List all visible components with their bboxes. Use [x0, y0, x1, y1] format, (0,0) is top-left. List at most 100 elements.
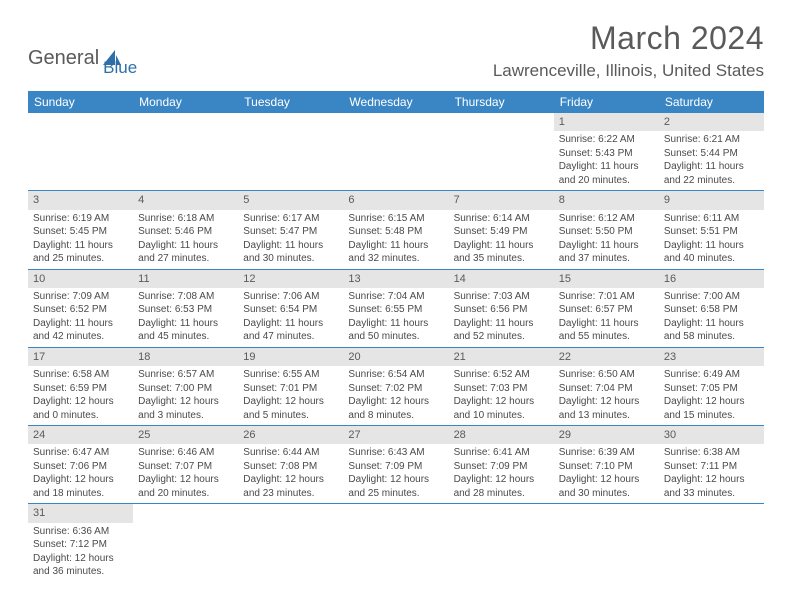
day-number: 13 — [343, 270, 448, 288]
day-number: 29 — [554, 426, 659, 444]
calendar-day-cell: 30Sunrise: 6:38 AMSunset: 7:11 PMDayligh… — [659, 426, 764, 504]
calendar-day-cell: 3Sunrise: 6:19 AMSunset: 5:45 PMDaylight… — [28, 191, 133, 269]
day-details: Sunrise: 6:11 AMSunset: 5:51 PMDaylight:… — [659, 210, 764, 269]
day-details: Sunrise: 7:08 AMSunset: 6:53 PMDaylight:… — [133, 288, 238, 347]
day-number: 9 — [659, 191, 764, 209]
day-number — [238, 504, 343, 522]
day-details: Sunrise: 6:47 AMSunset: 7:06 PMDaylight:… — [28, 444, 133, 503]
calendar-day-cell: 11Sunrise: 7:08 AMSunset: 6:53 PMDayligh… — [133, 269, 238, 347]
calendar-day-cell: 19Sunrise: 6:55 AMSunset: 7:01 PMDayligh… — [238, 347, 343, 425]
calendar-week-row: 3Sunrise: 6:19 AMSunset: 5:45 PMDaylight… — [28, 191, 764, 269]
day-header: Thursday — [449, 91, 554, 113]
day-number — [343, 113, 448, 131]
brand-part2: Blue — [103, 38, 137, 78]
day-number: 15 — [554, 270, 659, 288]
day-number: 19 — [238, 348, 343, 366]
day-number: 3 — [28, 191, 133, 209]
day-details: Sunrise: 6:54 AMSunset: 7:02 PMDaylight:… — [343, 366, 448, 425]
calendar-body: 1Sunrise: 6:22 AMSunset: 5:43 PMDaylight… — [28, 113, 764, 582]
calendar-week-row: 31Sunrise: 6:36 AMSunset: 7:12 PMDayligh… — [28, 504, 764, 582]
calendar-day-cell: 25Sunrise: 6:46 AMSunset: 7:07 PMDayligh… — [133, 426, 238, 504]
day-number: 2 — [659, 113, 764, 131]
day-number — [449, 504, 554, 522]
day-header: Monday — [133, 91, 238, 113]
day-header: Friday — [554, 91, 659, 113]
day-number — [238, 113, 343, 131]
day-number: 10 — [28, 270, 133, 288]
calendar-day-cell — [28, 113, 133, 191]
calendar-day-cell: 6Sunrise: 6:15 AMSunset: 5:48 PMDaylight… — [343, 191, 448, 269]
location-subtitle: Lawrenceville, Illinois, United States — [493, 61, 764, 81]
calendar-day-cell — [343, 113, 448, 191]
day-details: Sunrise: 6:50 AMSunset: 7:04 PMDaylight:… — [554, 366, 659, 425]
calendar-day-cell: 24Sunrise: 6:47 AMSunset: 7:06 PMDayligh… — [28, 426, 133, 504]
day-details: Sunrise: 6:44 AMSunset: 7:08 PMDaylight:… — [238, 444, 343, 503]
day-details: Sunrise: 6:15 AMSunset: 5:48 PMDaylight:… — [343, 210, 448, 269]
calendar-day-cell: 27Sunrise: 6:43 AMSunset: 7:09 PMDayligh… — [343, 426, 448, 504]
day-header: Sunday — [28, 91, 133, 113]
calendar-day-cell — [554, 504, 659, 582]
calendar-day-cell: 20Sunrise: 6:54 AMSunset: 7:02 PMDayligh… — [343, 347, 448, 425]
day-details: Sunrise: 7:06 AMSunset: 6:54 PMDaylight:… — [238, 288, 343, 347]
day-number: 12 — [238, 270, 343, 288]
calendar-day-cell: 29Sunrise: 6:39 AMSunset: 7:10 PMDayligh… — [554, 426, 659, 504]
day-details: Sunrise: 6:57 AMSunset: 7:00 PMDaylight:… — [133, 366, 238, 425]
day-details: Sunrise: 6:22 AMSunset: 5:43 PMDaylight:… — [554, 131, 659, 190]
calendar-day-cell: 4Sunrise: 6:18 AMSunset: 5:46 PMDaylight… — [133, 191, 238, 269]
calendar-day-cell: 15Sunrise: 7:01 AMSunset: 6:57 PMDayligh… — [554, 269, 659, 347]
calendar-week-row: 24Sunrise: 6:47 AMSunset: 7:06 PMDayligh… — [28, 426, 764, 504]
calendar-day-cell: 7Sunrise: 6:14 AMSunset: 5:49 PMDaylight… — [449, 191, 554, 269]
day-number: 23 — [659, 348, 764, 366]
day-details: Sunrise: 7:00 AMSunset: 6:58 PMDaylight:… — [659, 288, 764, 347]
calendar-day-cell — [449, 504, 554, 582]
calendar-week-row: 10Sunrise: 7:09 AMSunset: 6:52 PMDayligh… — [28, 269, 764, 347]
day-number — [659, 504, 764, 522]
day-number: 18 — [133, 348, 238, 366]
day-details: Sunrise: 7:09 AMSunset: 6:52 PMDaylight:… — [28, 288, 133, 347]
calendar-day-cell — [449, 113, 554, 191]
calendar-day-cell: 21Sunrise: 6:52 AMSunset: 7:03 PMDayligh… — [449, 347, 554, 425]
day-number: 26 — [238, 426, 343, 444]
calendar-day-cell: 28Sunrise: 6:41 AMSunset: 7:09 PMDayligh… — [449, 426, 554, 504]
day-number: 30 — [659, 426, 764, 444]
day-details: Sunrise: 6:39 AMSunset: 7:10 PMDaylight:… — [554, 444, 659, 503]
day-number: 11 — [133, 270, 238, 288]
day-details: Sunrise: 6:17 AMSunset: 5:47 PMDaylight:… — [238, 210, 343, 269]
day-details: Sunrise: 6:41 AMSunset: 7:09 PMDaylight:… — [449, 444, 554, 503]
day-number: 22 — [554, 348, 659, 366]
day-number: 4 — [133, 191, 238, 209]
calendar-day-cell: 31Sunrise: 6:36 AMSunset: 7:12 PMDayligh… — [28, 504, 133, 582]
calendar-day-cell: 5Sunrise: 6:17 AMSunset: 5:47 PMDaylight… — [238, 191, 343, 269]
day-number: 14 — [449, 270, 554, 288]
day-details: Sunrise: 7:03 AMSunset: 6:56 PMDaylight:… — [449, 288, 554, 347]
day-number: 6 — [343, 191, 448, 209]
day-number — [28, 113, 133, 131]
day-number: 31 — [28, 504, 133, 522]
day-number: 21 — [449, 348, 554, 366]
day-number — [133, 504, 238, 522]
calendar-day-cell: 12Sunrise: 7:06 AMSunset: 6:54 PMDayligh… — [238, 269, 343, 347]
day-header-row: SundayMondayTuesdayWednesdayThursdayFrid… — [28, 91, 764, 113]
day-number: 20 — [343, 348, 448, 366]
day-number — [343, 504, 448, 522]
calendar-day-cell: 8Sunrise: 6:12 AMSunset: 5:50 PMDaylight… — [554, 191, 659, 269]
day-number: 16 — [659, 270, 764, 288]
calendar-day-cell: 14Sunrise: 7:03 AMSunset: 6:56 PMDayligh… — [449, 269, 554, 347]
day-number: 5 — [238, 191, 343, 209]
day-details: Sunrise: 6:12 AMSunset: 5:50 PMDaylight:… — [554, 210, 659, 269]
calendar-day-cell: 10Sunrise: 7:09 AMSunset: 6:52 PMDayligh… — [28, 269, 133, 347]
day-details: Sunrise: 6:52 AMSunset: 7:03 PMDaylight:… — [449, 366, 554, 425]
calendar-day-cell: 26Sunrise: 6:44 AMSunset: 7:08 PMDayligh… — [238, 426, 343, 504]
day-number: 1 — [554, 113, 659, 131]
brand-part1: General — [28, 47, 99, 70]
day-details: Sunrise: 6:19 AMSunset: 5:45 PMDaylight:… — [28, 210, 133, 269]
calendar-day-cell: 13Sunrise: 7:04 AMSunset: 6:55 PMDayligh… — [343, 269, 448, 347]
day-details: Sunrise: 6:38 AMSunset: 7:11 PMDaylight:… — [659, 444, 764, 503]
day-details: Sunrise: 6:14 AMSunset: 5:49 PMDaylight:… — [449, 210, 554, 269]
header: General Blue March 2024 Lawrenceville, I… — [28, 20, 764, 81]
day-details: Sunrise: 6:36 AMSunset: 7:12 PMDaylight:… — [28, 523, 133, 582]
title-block: March 2024 Lawrenceville, Illinois, Unit… — [493, 20, 764, 81]
calendar-day-cell — [659, 504, 764, 582]
month-title: March 2024 — [493, 20, 764, 57]
calendar-day-cell — [238, 113, 343, 191]
